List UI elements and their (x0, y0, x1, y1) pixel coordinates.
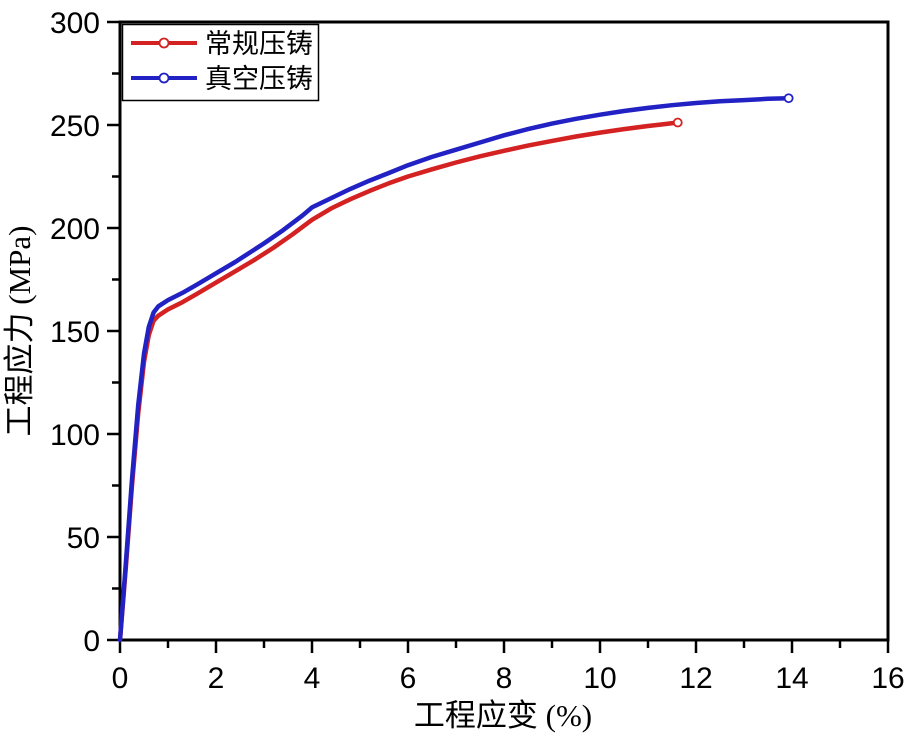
x-tick-label: 4 (304, 662, 321, 695)
legend-marker-red-circle-icon (158, 37, 170, 49)
x-tick-label: 2 (208, 662, 225, 695)
legend-item-vacuum: 真空压铸 (131, 64, 313, 94)
axis-ticks (107, 20, 890, 653)
series-curve-1 (117, 95, 791, 643)
legend-box (121, 23, 320, 102)
legend-marker-blue-circle-icon (158, 72, 170, 84)
x-axis-title: 工程应变 (%) (414, 698, 592, 733)
axis-tick-labels: 0 2 4 6 8 10 12 14 16 0 50 100 150 200 250 300 (50, 7, 905, 695)
series-endpoint-marker-1 (783, 93, 794, 104)
x-tick-label: 0 (112, 662, 129, 695)
legend-item-conventional: 常规压铸 (131, 29, 313, 59)
y-tick-label: 200 (50, 213, 100, 246)
x-tick-label: 14 (775, 662, 808, 695)
y-tick-label: 300 (50, 7, 100, 40)
legend-label-conventional: 常规压铸 (205, 29, 313, 59)
y-tick-label: 250 (50, 110, 100, 143)
data-series (117, 93, 794, 643)
series-curve-0 (117, 120, 681, 643)
x-tick-label: 16 (871, 662, 904, 695)
legend: 常规压铸 真空压铸 (121, 23, 320, 102)
x-tick-label: 6 (400, 662, 417, 695)
x-tick-label: 10 (583, 662, 616, 695)
y-axis-title: 工程应力 (MPa) (2, 226, 37, 437)
x-tick-label: 8 (496, 662, 513, 695)
plot-frame (118, 20, 890, 642)
y-tick-label: 50 (67, 522, 100, 555)
legend-label-vacuum: 真空压铸 (205, 64, 313, 94)
y-tick-label: 100 (50, 419, 100, 452)
series-endpoint-marker-0 (672, 117, 683, 128)
x-tick-label: 12 (679, 662, 712, 695)
y-tick-label: 0 (83, 625, 100, 658)
y-tick-label: 150 (50, 316, 100, 349)
plot-frame-box (118, 20, 890, 642)
